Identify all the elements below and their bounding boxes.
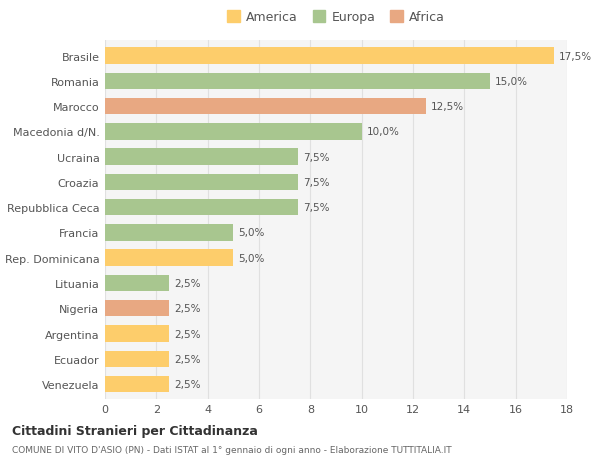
Bar [105, 325, 169, 342]
Text: 12,5%: 12,5% [431, 102, 464, 112]
Text: 7,5%: 7,5% [302, 152, 329, 162]
Bar [105, 376, 169, 392]
Bar [105, 225, 233, 241]
Legend: America, Europa, Africa: America, Europa, Africa [223, 7, 449, 28]
Bar [105, 200, 298, 216]
Bar [105, 250, 233, 266]
Text: 17,5%: 17,5% [559, 51, 592, 62]
Bar [105, 300, 169, 317]
Bar [105, 99, 426, 115]
Text: COMUNE DI VITO D'ASIO (PN) - Dati ISTAT al 1° gennaio di ogni anno - Elaborazion: COMUNE DI VITO D'ASIO (PN) - Dati ISTAT … [12, 445, 452, 454]
Text: 15,0%: 15,0% [495, 77, 528, 87]
Text: Cittadini Stranieri per Cittadinanza: Cittadini Stranieri per Cittadinanza [12, 425, 258, 437]
Bar [105, 174, 298, 190]
Bar [105, 124, 362, 140]
Bar [105, 275, 169, 291]
Bar [105, 351, 169, 367]
Text: 5,0%: 5,0% [238, 253, 265, 263]
Bar [105, 73, 490, 90]
Text: 2,5%: 2,5% [175, 379, 201, 389]
Bar [105, 48, 554, 65]
Text: 10,0%: 10,0% [367, 127, 400, 137]
Text: 2,5%: 2,5% [175, 278, 201, 288]
Text: 2,5%: 2,5% [175, 303, 201, 313]
Text: 7,5%: 7,5% [302, 203, 329, 213]
Text: 2,5%: 2,5% [175, 329, 201, 339]
Text: 5,0%: 5,0% [238, 228, 265, 238]
Text: 7,5%: 7,5% [302, 178, 329, 187]
Text: 2,5%: 2,5% [175, 354, 201, 364]
Bar [105, 149, 298, 166]
